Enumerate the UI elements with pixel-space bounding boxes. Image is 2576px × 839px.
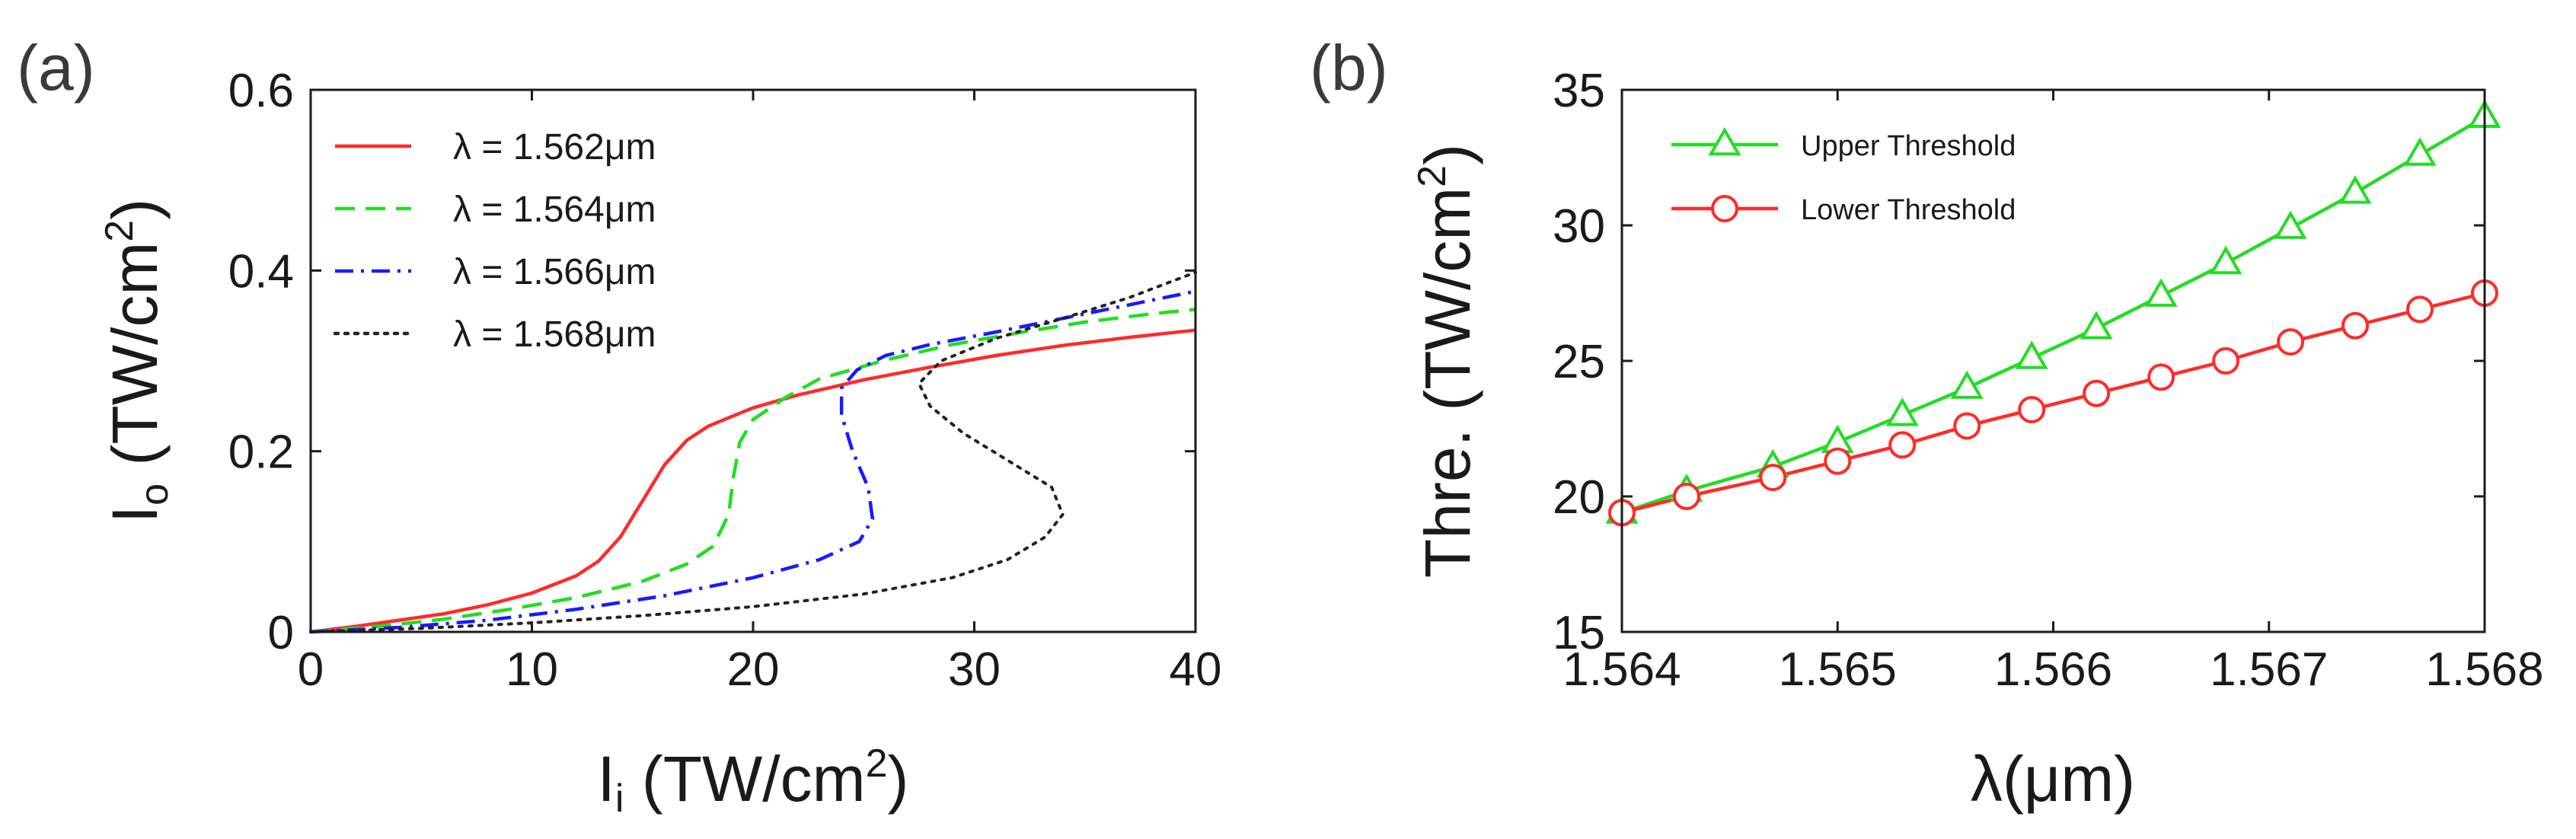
y-tick-label-a: 0.2 [228, 426, 294, 479]
data-point-b-2 [2277, 328, 2305, 356]
data-point-b-2 [1888, 431, 1917, 459]
y-tick-label-a: 0 [268, 607, 294, 659]
data-point-b-2 [2018, 396, 2046, 424]
series-line-a-2 [310, 308, 1196, 634]
plot-frame-a [309, 88, 1197, 633]
data-point-b-1 [2403, 137, 2437, 166]
x-tick-label-b: 1.567 [2210, 643, 2328, 696]
legend-b: Upper Threshold Lower Threshold [1671, 127, 2016, 226]
data-point-b-1 [1885, 397, 1919, 426]
legend-marker-b-1 [1708, 127, 1741, 156]
data-point-b-2 [1759, 464, 1787, 492]
series-group-a [309, 270, 1197, 634]
y-tick-label-b: 20 [1553, 471, 1605, 524]
chart-b: (b) 1.564 1.565 1.566 1.567 1.5681520253035 … [1310, 32, 2544, 815]
plot-frame-b [1620, 88, 2486, 633]
x-tick-label-a: 40 [1170, 643, 1222, 696]
axis-a-ticks: 0 10 20 30 40 0 0.2 0.4 0.6 [228, 65, 1222, 696]
series-line-a-3 [310, 289, 1196, 634]
data-point-b-2 [1824, 447, 1852, 475]
legend-label-b-1: Upper Threshold [1801, 130, 2016, 162]
y-tick-label-a: 0.4 [228, 245, 294, 298]
data-point-b-2 [1953, 412, 1981, 440]
legend-label-a-1: λ = 1.562μm [453, 127, 656, 167]
y-tick-label-b: 35 [1553, 65, 1605, 117]
data-point-b-1 [2209, 245, 2242, 275]
data-point-b-2 [2406, 295, 2434, 324]
x-axis-label-b: λ(μm) [1971, 743, 2135, 815]
panel-label-b: (b) [1310, 32, 1388, 104]
series-line-a-4 [309, 270, 1197, 633]
y-tick-label-b: 30 [1553, 200, 1605, 253]
data-point-b-1 [2080, 311, 2113, 340]
data-point-b-1 [2144, 278, 2178, 307]
x-tick-label-a: 20 [727, 643, 780, 696]
data-point-b-1 [2338, 175, 2372, 204]
y-tick-label-b: 15 [1553, 607, 1605, 659]
panel-label-a: (a) [17, 32, 95, 104]
series-line-a-1 [310, 328, 1196, 634]
data-point-b-2 [1672, 483, 1700, 510]
legend-label-a-4: λ = 1.568μm [453, 314, 656, 355]
y-axis-label-b: Thre. (TW/cm2) [1410, 144, 1483, 578]
data-point-b-2 [2212, 347, 2240, 375]
x-tick-label-a: 30 [948, 643, 1001, 696]
x-tick-label-a: 10 [506, 643, 558, 696]
legend-label-a-2: λ = 1.564μm [453, 190, 656, 230]
x-tick-label-b: 1.566 [1994, 643, 2112, 696]
x-tick-label-b: 1.568 [2425, 643, 2543, 696]
data-point-b-2 [2147, 363, 2175, 391]
data-point-b-2 [2341, 311, 2370, 340]
data-point-b-1 [2274, 210, 2307, 239]
legend-label-a-3: λ = 1.566μm [453, 252, 656, 292]
x-tick-label-b: 1.565 [1779, 643, 1897, 696]
y-tick-label-b: 25 [1553, 336, 1605, 388]
legend-marker-b-2 [1711, 195, 1738, 222]
x-axis-label-a: Ii (TW/cm2) [597, 742, 908, 821]
axis-b-ticks: 1.564 1.565 1.566 1.567 1.568 15 20 25 30 35 [1553, 65, 2544, 696]
y-tick-label-a: 0.6 [228, 65, 294, 117]
x-tick-label-b: 1.564 [1563, 643, 1681, 696]
series-group-b [1605, 99, 2501, 527]
x-tick-label-a: 0 [298, 643, 324, 696]
legend-label-b-2: Lower Threshold [1801, 194, 2016, 226]
y-axis-label-a: Io (TW/cm2) [97, 199, 177, 523]
data-point-b-1 [1950, 370, 1984, 399]
data-point-b-1 [2015, 340, 2048, 369]
legend-a: λ = 1.562μm λ = 1.564μm λ = 1.566μm λ = 1.5… [333, 127, 656, 355]
data-point-b-2 [2083, 379, 2111, 407]
